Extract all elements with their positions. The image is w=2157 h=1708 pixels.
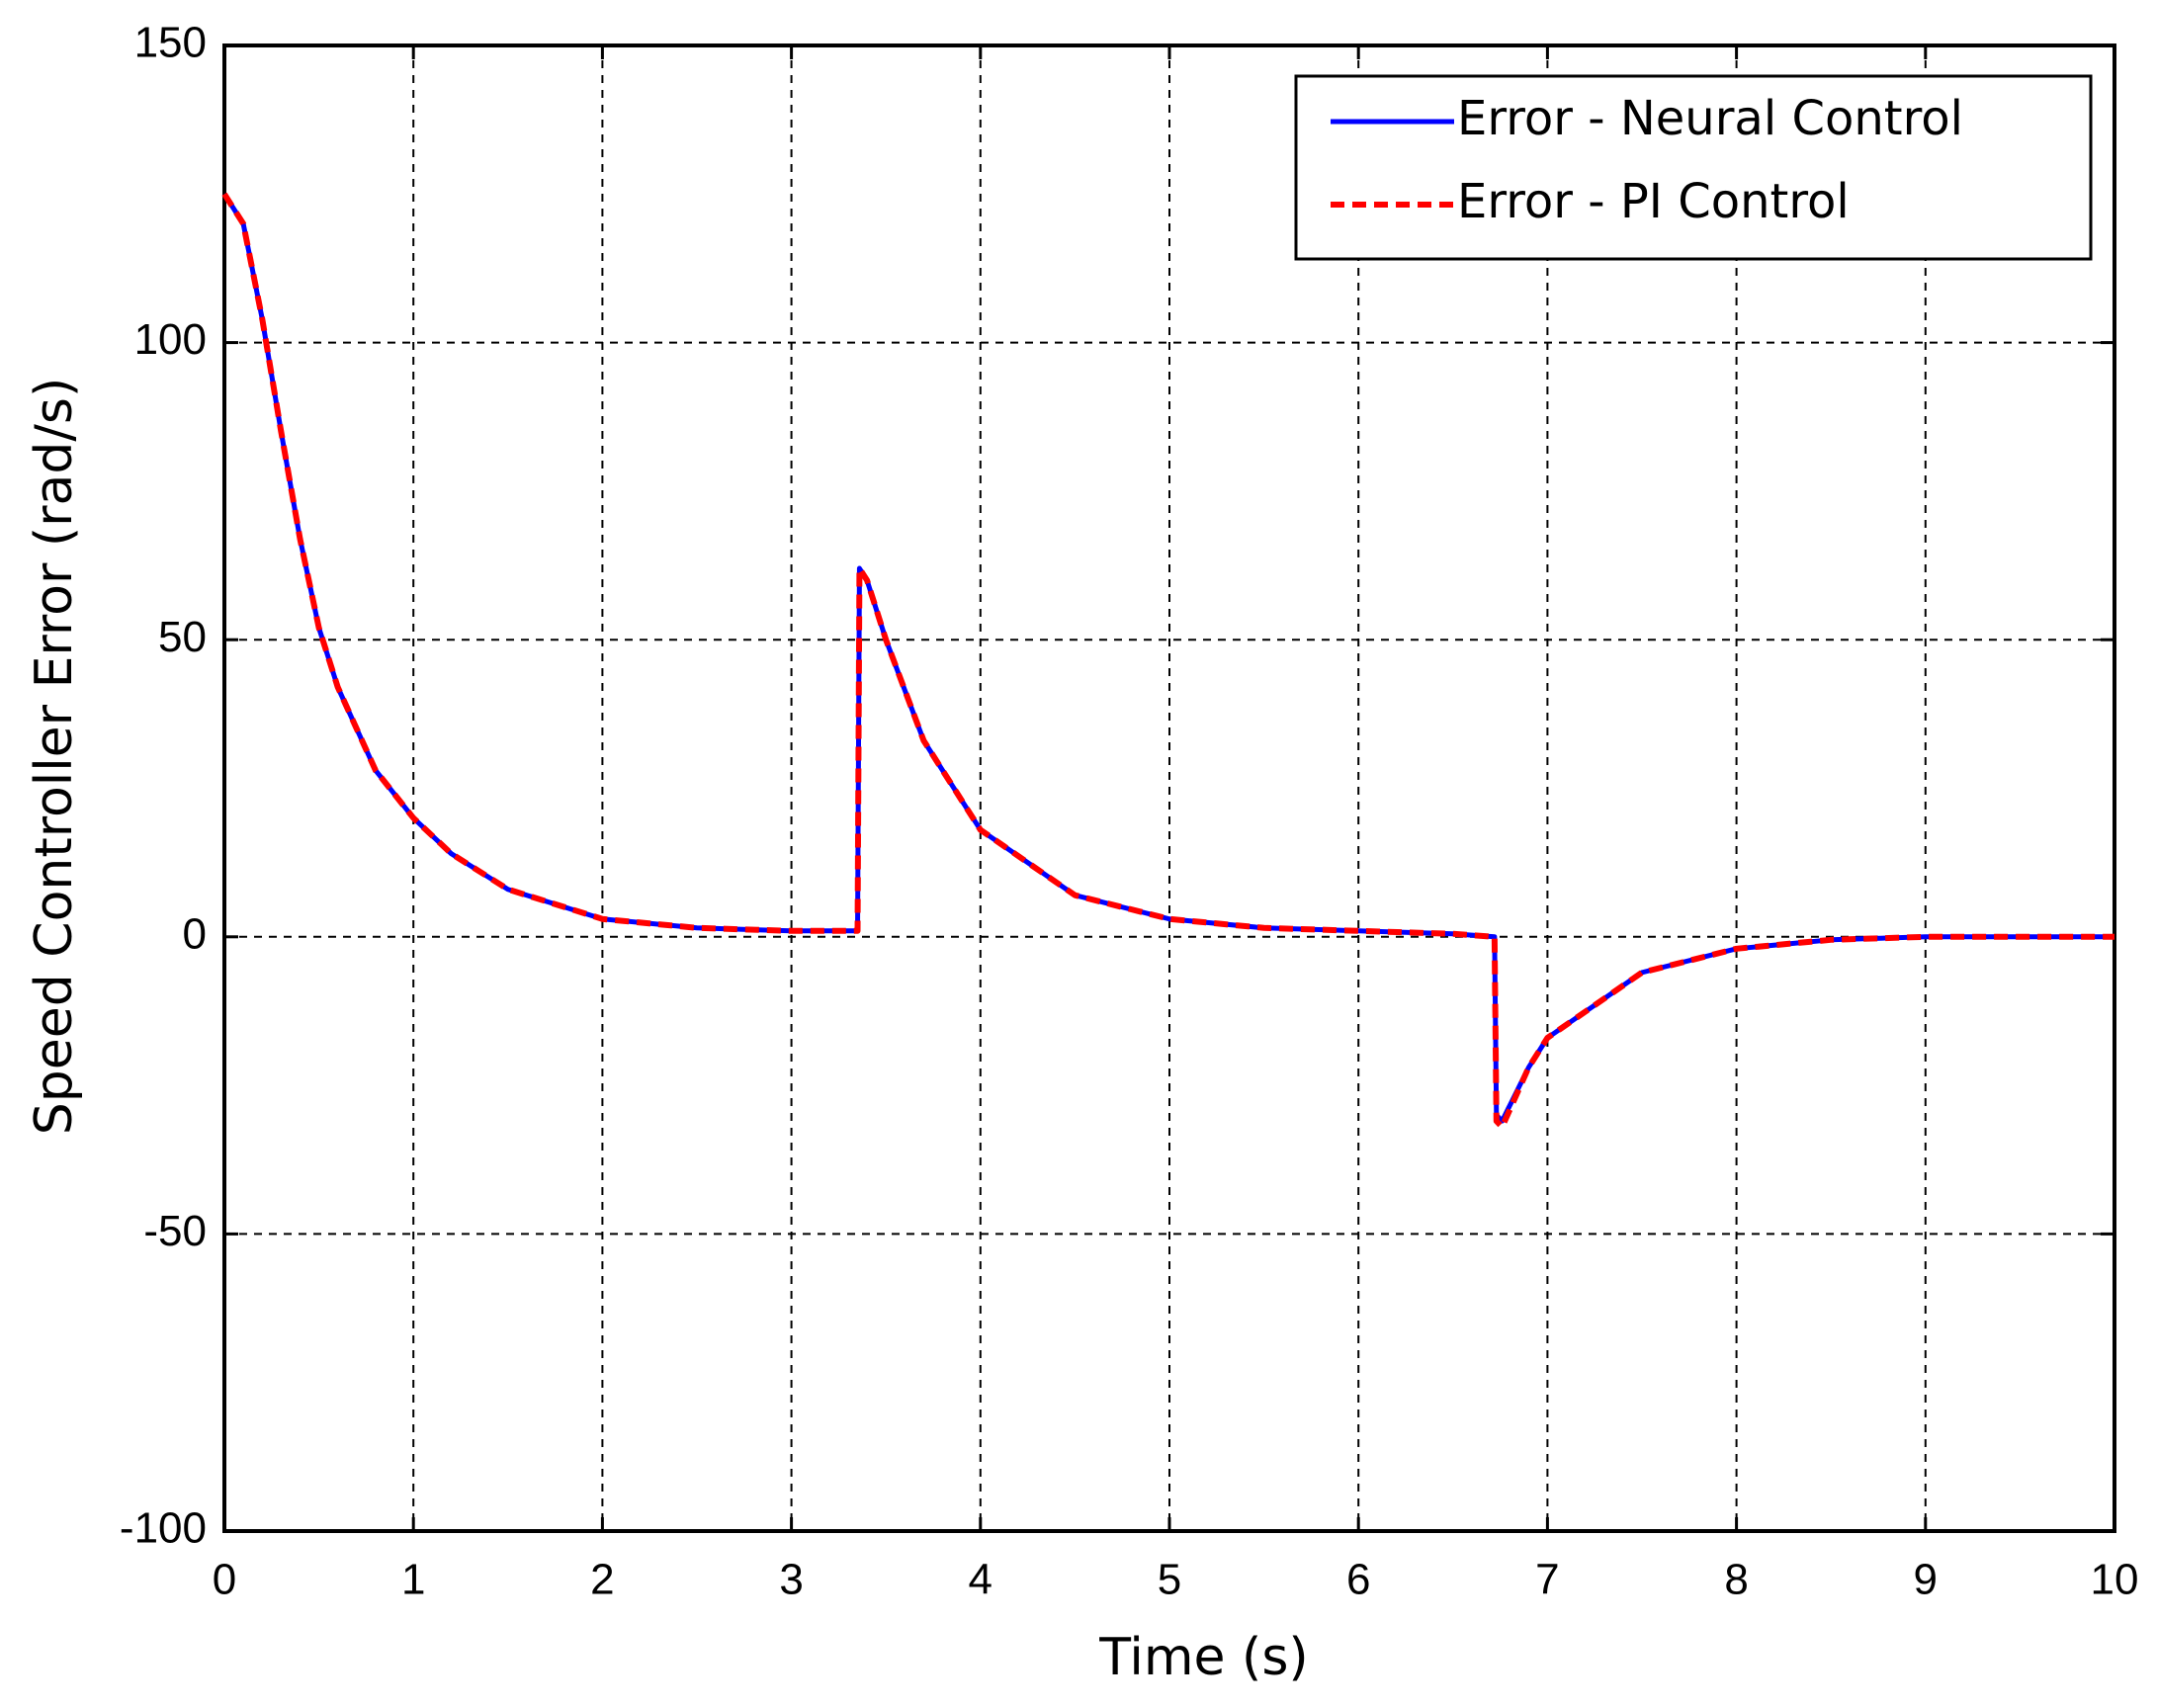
legend-label: Error - PI Control <box>1457 174 1850 229</box>
y-tick-label: -50 <box>143 1207 207 1255</box>
x-tick-label: 1 <box>401 1556 425 1604</box>
y-tick-label: 150 <box>134 19 207 67</box>
x-tick-label: 0 <box>213 1556 236 1604</box>
y-tick-label: 50 <box>158 613 207 661</box>
series-line <box>221 192 2114 1131</box>
x-tick-label: 2 <box>590 1556 614 1604</box>
x-axis-label: Time (s) <box>1098 1628 1308 1687</box>
x-tick-label: 7 <box>1535 1556 1559 1604</box>
x-tick-label: 8 <box>1724 1556 1748 1604</box>
legend-label: Error - Neural Control <box>1457 91 1963 146</box>
y-tick-label: 0 <box>183 909 207 958</box>
legend-box <box>1294 74 2093 261</box>
y-tick-label: -100 <box>120 1504 207 1553</box>
x-tick-label: 3 <box>779 1556 803 1604</box>
x-tick-label: 10 <box>2091 1556 2139 1604</box>
y-axis-label: Speed Controller Error (rad/s) <box>25 378 84 1136</box>
plot-frame <box>222 43 2116 1533</box>
x-tick-label: 9 <box>1914 1556 1938 1604</box>
x-tick-label: 6 <box>1346 1556 1370 1604</box>
x-tick-label: 5 <box>1158 1556 1181 1604</box>
y-tick-label: 100 <box>134 315 207 364</box>
x-tick-label: 4 <box>969 1556 992 1604</box>
